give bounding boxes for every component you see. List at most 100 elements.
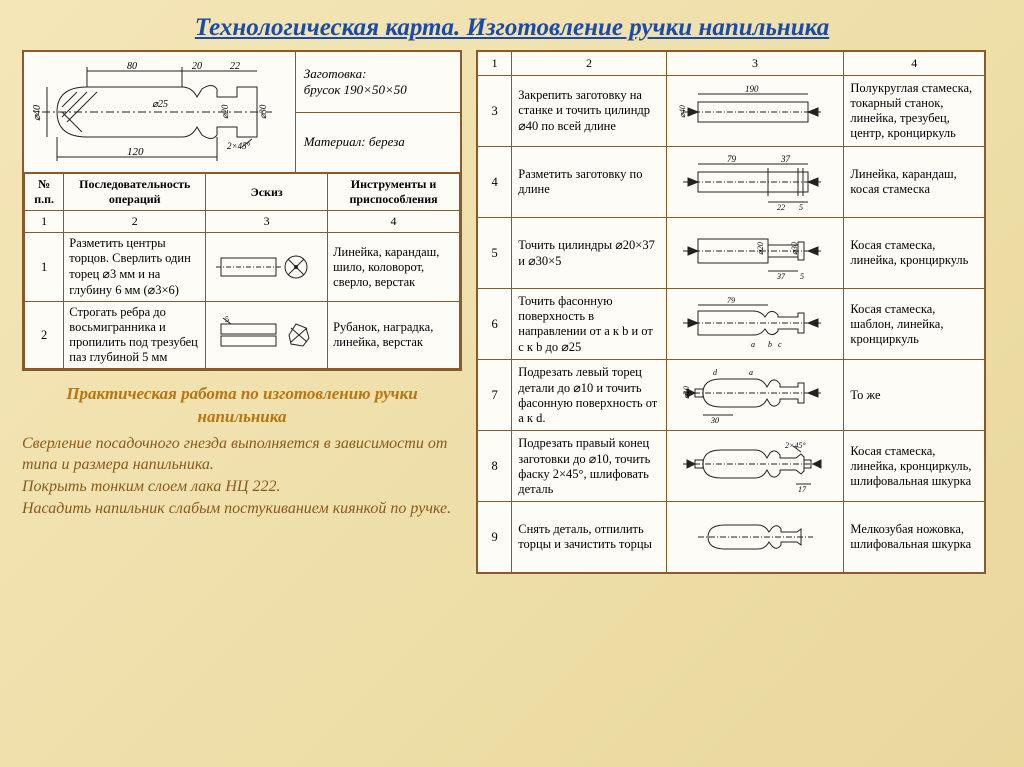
svg-text:⌀25: ⌀25 (152, 99, 168, 110)
table-row: 1 Разметить центры торцов. Сверлить один… (25, 233, 460, 302)
sketch-2-svg: 5 (211, 314, 311, 356)
svg-text:22: 22 (230, 61, 240, 72)
sketch-4-svg: 79 37 5 22 (673, 152, 833, 212)
right-subhead: 1 2 3 4 (477, 51, 985, 76)
svg-text:79: 79 (727, 296, 735, 305)
row-tools: Косая стамеска, шаблон, линейка, кронцир… (844, 289, 985, 360)
table-row: 8 Подрезать правый конец заготовки до ⌀1… (477, 431, 985, 502)
row-op: Точить фасонную поверхность в направлени… (512, 289, 666, 360)
svg-text:190: 190 (745, 84, 759, 94)
svg-text:17: 17 (798, 485, 807, 494)
sketch-7-svg: d a 30 ⌀10 (673, 365, 833, 425)
sketch-5-svg: ⌀20 ⌀30 37 5 (673, 223, 833, 283)
rsub-1: 1 (477, 51, 512, 76)
svg-text:2×45°: 2×45° (785, 441, 806, 450)
row-n: 5 (477, 218, 512, 289)
sub-4: 4 (328, 211, 460, 233)
sub-1: 1 (25, 211, 64, 233)
handle-drawing-svg: 80 20 22 120 ⌀40 ⌀25 ⌀20 ⌀3 (32, 57, 287, 167)
row-sketch (666, 502, 844, 574)
row-op: Точить цилиндры ⌀20×37 и ⌀30×5 (512, 218, 666, 289)
row-sketch: 190 ⌀40 (666, 76, 844, 147)
row-n: 8 (477, 431, 512, 502)
left-ops-table: № п.п. Последовательность операций Эскиз… (24, 173, 460, 369)
svg-text:d: d (713, 368, 718, 377)
table-subhead: 1 2 3 4 (25, 211, 460, 233)
row-n: 1 (25, 233, 64, 302)
row-sketch: 79 a b c (666, 289, 844, 360)
svg-text:5: 5 (800, 272, 804, 281)
row-n: 6 (477, 289, 512, 360)
left-column: 80 20 22 120 ⌀40 ⌀25 ⌀20 ⌀3 (22, 50, 462, 574)
svg-text:30: 30 (710, 416, 719, 425)
svg-text:37: 37 (776, 272, 786, 281)
th-sketch: Эскиз (206, 174, 328, 211)
row-n: 2 (25, 302, 64, 369)
row-n: 4 (477, 147, 512, 218)
rsub-4: 4 (844, 51, 985, 76)
svg-text:⌀10: ⌀10 (682, 386, 691, 399)
content-area: 80 20 22 120 ⌀40 ⌀25 ⌀20 ⌀3 (0, 50, 1024, 574)
row-tools: Линейка, карандаш, косая стамеска (844, 147, 985, 218)
svg-text:⌀40: ⌀40 (32, 105, 43, 121)
sketch-3-svg: 190 ⌀40 (673, 84, 833, 139)
right-column: 1 2 3 4 3 Закрепить заготовку на станке … (476, 50, 986, 574)
svg-text:⌀40: ⌀40 (678, 105, 687, 118)
svg-text:a: a (751, 340, 755, 349)
practical-body: Сверление посадочного гнезда выполняется… (22, 433, 462, 519)
drawing-area: 80 20 22 120 ⌀40 ⌀25 ⌀20 ⌀3 (24, 52, 460, 173)
row-tools: Рубанок, наградка, линейка, верстак (328, 302, 460, 369)
row-tools: Косая стамеска, линейка, кронциркуль, шл… (844, 431, 985, 502)
row-op: Разметить заготовку по длине (512, 147, 666, 218)
row-sketch: 2×45° 17 (666, 431, 844, 502)
svg-text:22: 22 (777, 203, 785, 212)
table-row: 9 Снять деталь, отпилить торцы и зачисти… (477, 502, 985, 574)
row-op: Подрезать правый конец заготовки до ⌀10,… (512, 431, 666, 502)
table-row: 2 Строгать ребра до восьмигранника и про… (25, 302, 460, 369)
row-op: Разметить центры торцов. Сверлить один т… (64, 233, 206, 302)
table-row: 4 Разметить заготовку по длине 79 37 5 2… (477, 147, 985, 218)
svg-text:120: 120 (127, 146, 144, 158)
table-row: 6 Точить фасонную поверхность в направле… (477, 289, 985, 360)
row-sketch: 79 37 5 22 (666, 147, 844, 218)
main-drawing: 80 20 22 120 ⌀40 ⌀25 ⌀20 ⌀3 (24, 52, 296, 172)
practical-text: Практическая работа по изготовлению ручк… (22, 383, 462, 519)
sketch-6-svg: 79 a b c (673, 295, 833, 353)
table-row: 5 Точить цилиндры ⌀20×37 и ⌀30×5 ⌀20 ⌀30… (477, 218, 985, 289)
rsub-2: 2 (512, 51, 666, 76)
svg-text:⌀30: ⌀30 (790, 242, 799, 255)
row-n: 7 (477, 360, 512, 431)
row-tools: Полукруглая стамеска, токарный станок, л… (844, 76, 985, 147)
svg-text:b: b (768, 340, 772, 349)
row-n: 3 (477, 76, 512, 147)
sketch-8-svg: 2×45° 17 (673, 436, 833, 496)
svg-text:a: a (749, 368, 753, 377)
rsub-3: 3 (666, 51, 844, 76)
row-sketch: ⌀20 ⌀30 37 5 (666, 218, 844, 289)
svg-text:⌀20: ⌀20 (756, 242, 765, 255)
row-tools: Мелкозубая ножовка, шлифовальная шкурка (844, 502, 985, 574)
page-title: Технологическая карта. Изготовление ручк… (0, 0, 1024, 50)
svg-text:⌀30: ⌀30 (258, 104, 268, 119)
blank-label: Заготовка: брусок 190×50×50 (296, 52, 460, 113)
row-sketch (206, 233, 328, 302)
table-row: 7 Подрезать левый торец детали до ⌀10 и … (477, 360, 985, 431)
svg-text:c: c (778, 340, 782, 349)
sub-3: 3 (206, 211, 328, 233)
row-op: Подрезать левый торец детали до ⌀10 и то… (512, 360, 666, 431)
svg-text:79: 79 (727, 154, 737, 164)
svg-text:⌀20: ⌀20 (220, 104, 230, 119)
th-op: Последовательность операций (64, 174, 206, 211)
row-tools: Косая стамеска, линейка, кронциркуль (844, 218, 985, 289)
svg-text:5: 5 (799, 203, 803, 212)
svg-text:37: 37 (780, 154, 791, 164)
th-tools: Инструменты и приспособления (328, 174, 460, 211)
sketch-9-svg (673, 513, 833, 561)
row-op: Закрепить заготовку на станке и точить ц… (512, 76, 666, 147)
row-tools: Линейка, карандаш, шило, коловорот, свер… (328, 233, 460, 302)
table-row: 3 Закрепить заготовку на станке и точить… (477, 76, 985, 147)
row-n: 9 (477, 502, 512, 574)
row-op: Снять деталь, отпилить торцы и зачистить… (512, 502, 666, 574)
sub-2: 2 (64, 211, 206, 233)
table-header-row: № п.п. Последовательность операций Эскиз… (25, 174, 460, 211)
